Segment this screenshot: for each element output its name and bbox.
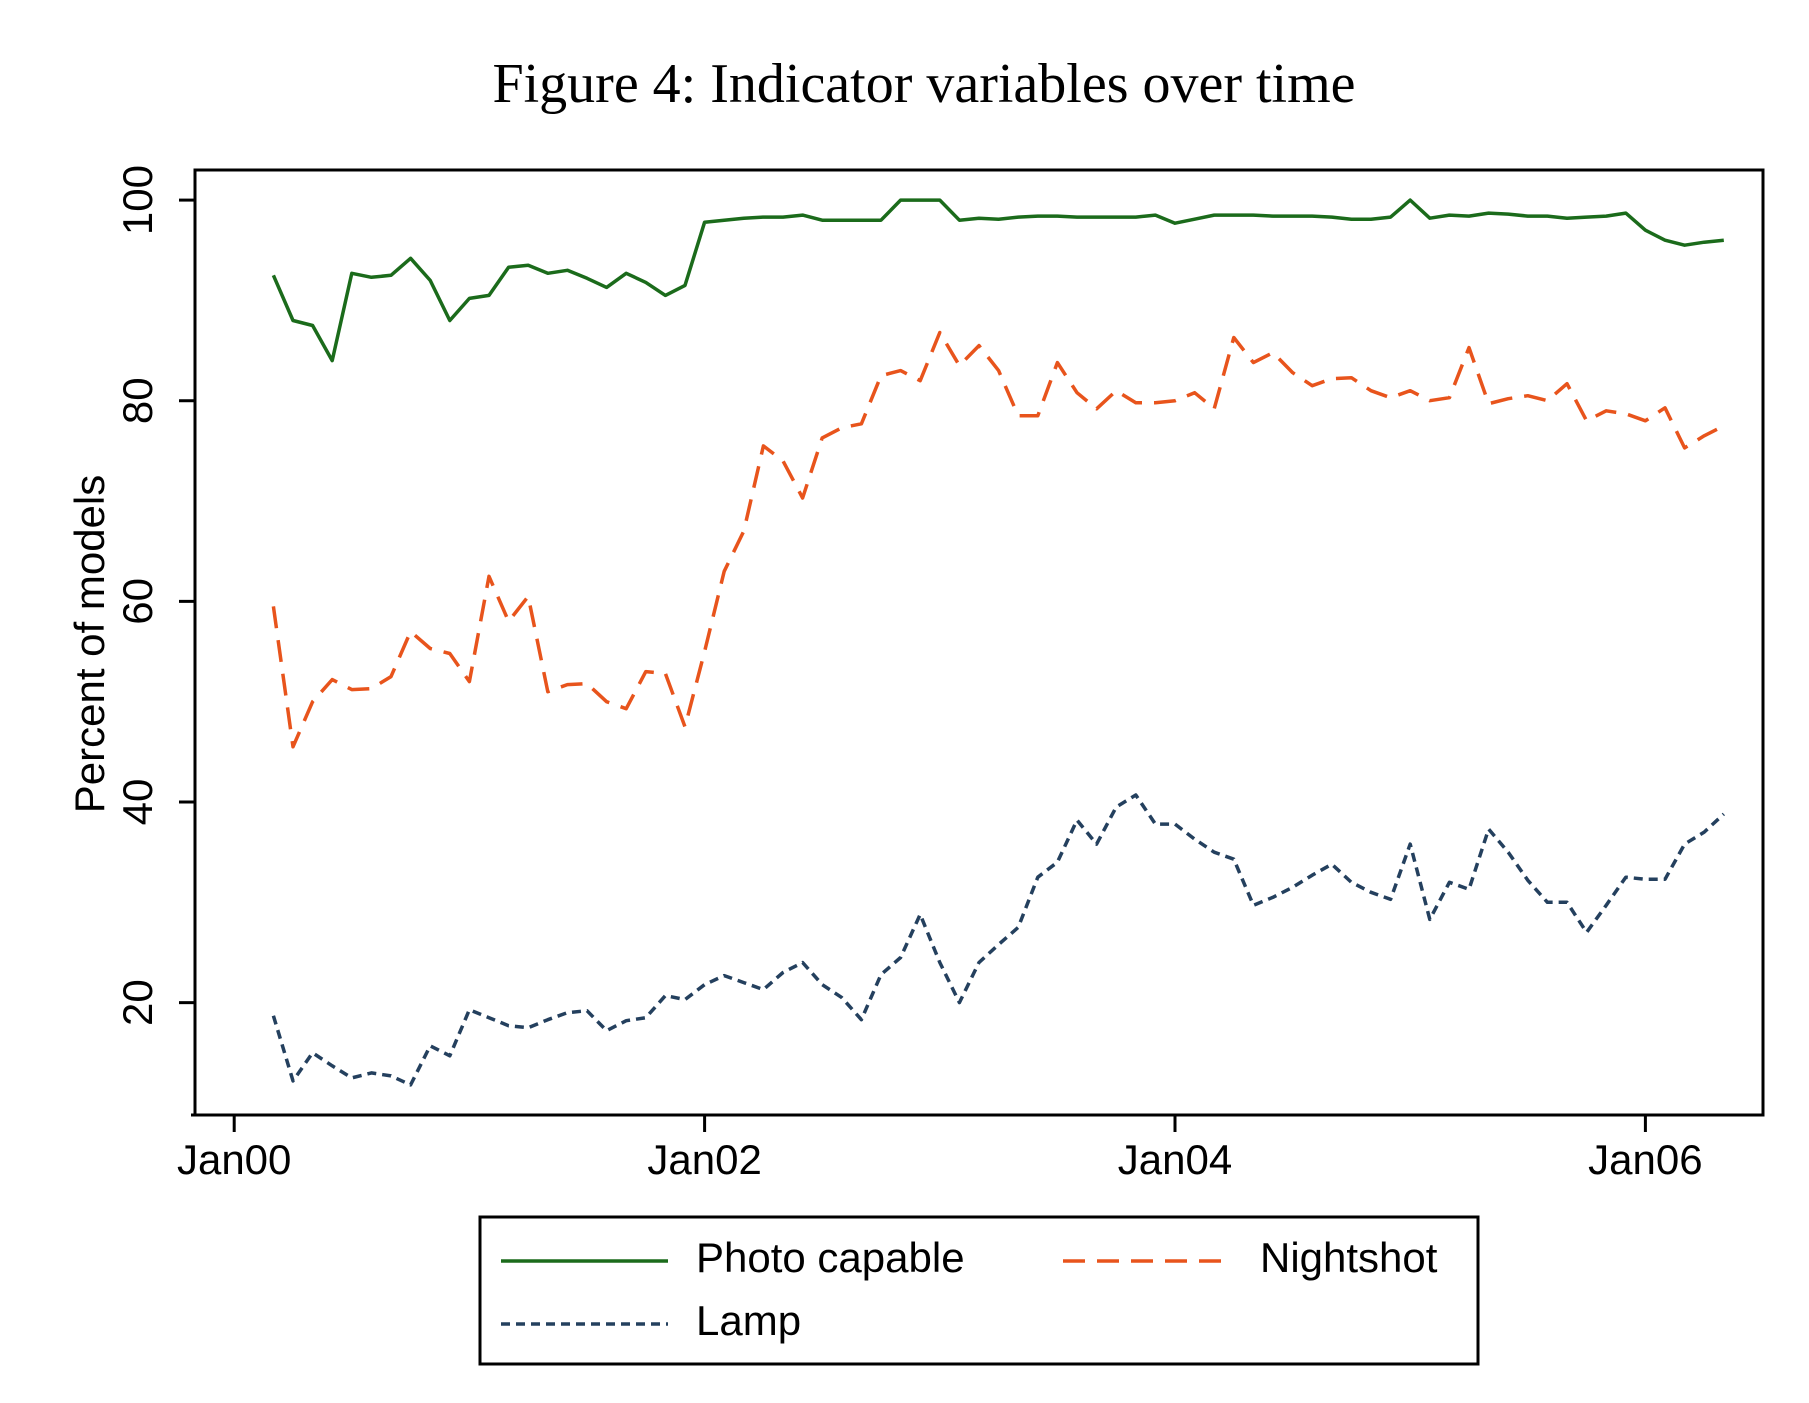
series-line xyxy=(271,330,1725,749)
y-tick-label: 40 xyxy=(114,779,161,826)
y-axis-label: Percent of models xyxy=(66,475,113,814)
y-tick-label: 20 xyxy=(114,979,161,1026)
chart-title: Figure 4: Indicator variables over time xyxy=(492,53,1355,115)
series-line xyxy=(271,198,1724,363)
x-tick-label: Jan00 xyxy=(177,1136,291,1183)
legend-label: Photo capable xyxy=(696,1234,965,1281)
legend-frame xyxy=(478,1215,1480,1366)
legend-label: Nightshot xyxy=(1260,1234,1438,1281)
y-tick-label: 80 xyxy=(114,377,161,424)
x-tick-label: Jan02 xyxy=(647,1136,761,1183)
series-line xyxy=(271,793,1725,1087)
y-tick-label: 60 xyxy=(114,578,161,625)
x-tick-label: Jan04 xyxy=(1118,1136,1232,1183)
x-tick-label: Jan06 xyxy=(1588,1136,1702,1183)
y-tick-label: 100 xyxy=(114,165,161,235)
legend-label: Lamp xyxy=(696,1297,801,1344)
